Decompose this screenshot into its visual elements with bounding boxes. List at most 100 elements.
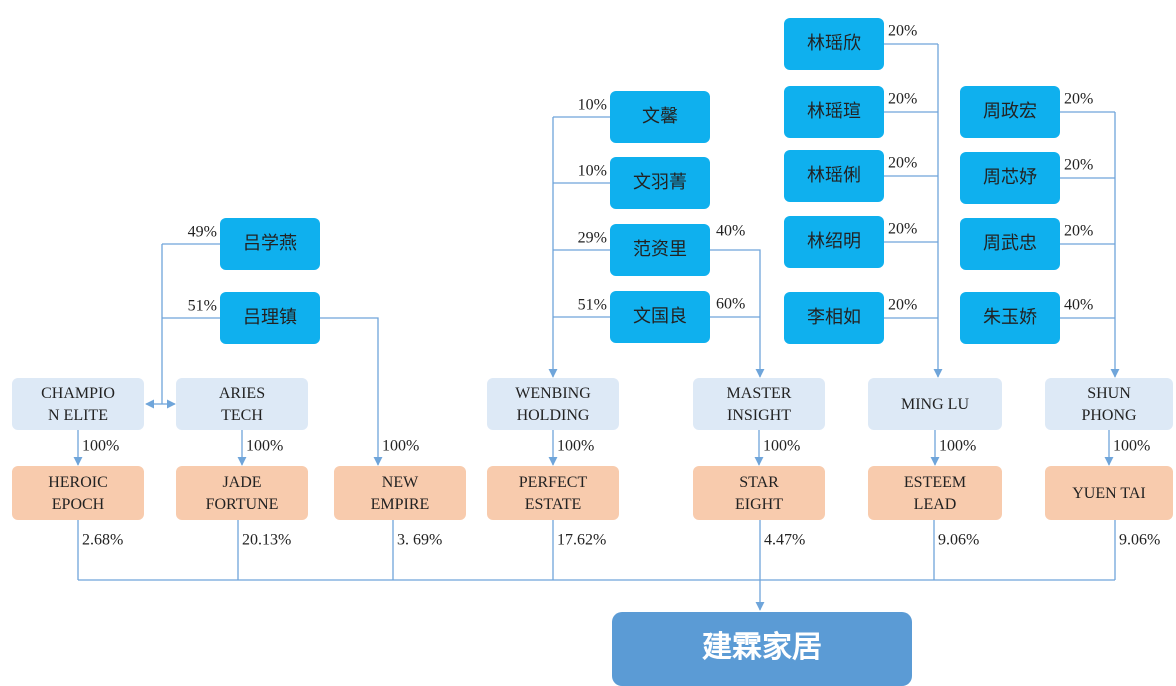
holding-box (176, 378, 308, 430)
connector (710, 249, 765, 378)
holding-name-line: INSIGHT (727, 407, 791, 424)
entity-name: HEROIC EPOCH (48, 474, 108, 513)
person-box (960, 292, 1060, 344)
share-label: 20% (888, 23, 917, 40)
person-box (960, 86, 1060, 138)
person-box (960, 218, 1060, 270)
holding-name: WENBING HOLDING (515, 385, 591, 424)
share-label: 100% (939, 438, 976, 455)
share-label: 100% (557, 438, 594, 455)
entity-name: ESTEEM LEAD (904, 474, 966, 513)
entity-name: NEW EMPIRE (371, 474, 430, 513)
person-box (610, 224, 710, 276)
share-label: 4.47% (764, 532, 805, 549)
entity-name: PERFECT ESTATE (519, 474, 588, 513)
holding-name-line: TECH (221, 407, 263, 424)
holding-name: SHUN PHONG (1081, 385, 1137, 424)
holding-name-line: N ELITE (48, 407, 108, 424)
entity-name: STAR EIGHT (735, 474, 783, 513)
share-label: 20% (1064, 91, 1093, 108)
person-box (784, 18, 884, 70)
person-name: 周武忠 (983, 233, 1037, 253)
target-box (612, 612, 912, 686)
holding-name: ARIES TECH (219, 385, 265, 424)
share-label: 100% (763, 438, 800, 455)
holding-box (1045, 378, 1173, 430)
person-name: 林瑶俐 (807, 165, 861, 185)
share-label: 20% (888, 91, 917, 108)
share-label: 100% (1113, 438, 1150, 455)
holding-name: CHAMPIO N ELITE (41, 385, 115, 424)
entity-name-line: ESTEEM (904, 474, 966, 491)
share-label: 40% (716, 223, 745, 240)
holding-name: MASTER INSIGHT (727, 385, 792, 424)
person-name: 范资里 (633, 239, 687, 259)
entity-box (693, 466, 825, 520)
share-label: 3. 69% (397, 532, 442, 549)
holding-name-line: CHAMPIO (41, 385, 115, 402)
share-label: 40% (1064, 297, 1093, 314)
entity-name-line: EMPIRE (371, 496, 430, 513)
entity-name-line: EIGHT (735, 496, 783, 513)
entity-name-line: PERFECT (519, 474, 588, 491)
entity-name-line: JADE (222, 474, 261, 491)
entity-box (1045, 466, 1173, 520)
entity-name-line: FORTUNE (206, 496, 279, 513)
entity-box (868, 466, 1002, 520)
entity-name-line: ESTATE (525, 496, 582, 513)
holding-name-line: HOLDING (517, 407, 590, 424)
person-name: 李相如 (807, 307, 861, 327)
share-label: 20% (888, 221, 917, 238)
person-box (784, 216, 884, 268)
person-name: 文馨 (642, 106, 678, 126)
holding-name: MING LU (901, 396, 969, 413)
holding-name-line: PHONG (1081, 407, 1137, 424)
person-box (610, 291, 710, 343)
share-label: 2.68% (82, 532, 123, 549)
person-box (220, 218, 320, 270)
holding-box (693, 378, 825, 430)
person-name: 周政宏 (983, 101, 1037, 121)
share-label: 9.06% (1119, 532, 1160, 549)
person-box (610, 91, 710, 143)
person-name: 林瑶瑄 (807, 101, 861, 121)
holding-name-line: MING LU (901, 396, 969, 413)
entity-box (487, 466, 619, 520)
share-label: 51% (188, 298, 217, 315)
person-name: 文国良 (633, 306, 687, 326)
entity-name: JADE FORTUNE (206, 474, 279, 513)
share-label: 20.13% (242, 532, 291, 549)
connector (316, 317, 383, 466)
holding-name-line: MASTER (727, 385, 792, 402)
entity-name-line: YUEN TAI (1072, 485, 1146, 502)
holding-name-line: SHUN (1087, 385, 1131, 402)
share-label: 49% (188, 224, 217, 241)
entity-name-line: HEROIC (48, 474, 108, 491)
entity-name-line: LEAD (914, 496, 957, 513)
target-label: 建霖家居 (702, 631, 822, 664)
entity-box (12, 466, 144, 520)
person-box (610, 157, 710, 209)
entity-name: YUEN TAI (1072, 485, 1146, 502)
person-box (960, 152, 1060, 204)
share-label: 17.62% (557, 532, 606, 549)
share-label: 20% (1064, 157, 1093, 174)
share-label: 51% (578, 297, 607, 314)
person-box (784, 86, 884, 138)
person-box (220, 292, 320, 344)
entity-name-line: STAR (739, 474, 779, 491)
holding-box (487, 378, 619, 430)
share-label: 100% (382, 438, 419, 455)
share-label: 29% (578, 230, 607, 247)
share-label: 20% (888, 297, 917, 314)
person-name: 吕理镇 (243, 307, 297, 327)
holding-name-line: WENBING (515, 385, 591, 402)
share-label: 100% (82, 438, 119, 455)
person-name: 文羽菁 (633, 172, 687, 192)
share-label: 20% (888, 155, 917, 172)
person-box (784, 292, 884, 344)
holding-box (868, 378, 1002, 430)
entity-name-line: NEW (382, 474, 419, 491)
person-box (784, 150, 884, 202)
